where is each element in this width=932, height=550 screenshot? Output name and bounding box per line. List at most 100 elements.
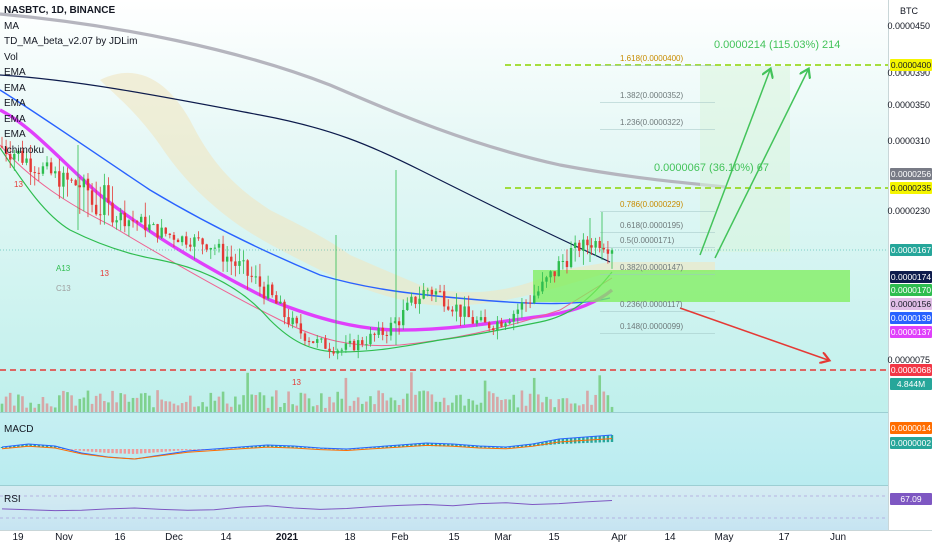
target-small-label: 0.0000067 (36.10%) 67 [654, 162, 769, 174]
price-tick: 0.0000075 [887, 355, 930, 365]
td-mark: 13 [14, 180, 23, 189]
macd-hist-bar [295, 446, 298, 448]
macd-hist-bar [483, 446, 487, 448]
x-tick-label: 14 [664, 532, 676, 543]
candle-body [365, 344, 368, 346]
macd-hist-bar [418, 443, 421, 447]
candle-body [41, 166, 45, 174]
legend-item[interactable]: Vol [4, 51, 18, 63]
macd-hist-bar [492, 446, 495, 448]
candle-body [172, 234, 176, 240]
candle-body [111, 202, 114, 223]
candle-body [131, 220, 135, 222]
candle-body [492, 328, 495, 331]
candle-body [377, 327, 380, 335]
price-tick: 0.0000450 [887, 21, 930, 31]
candle-body [230, 256, 233, 262]
volume-bar [168, 401, 172, 412]
candle-body [348, 340, 352, 344]
volume-bar [442, 397, 446, 412]
macd-hist-bar [135, 449, 139, 454]
candle-body [139, 216, 143, 223]
macd-hist-bar [54, 446, 57, 448]
legend-item[interactable]: EMA [4, 98, 26, 109]
candle-body [242, 260, 245, 262]
macd-hist-bar [438, 443, 442, 447]
symbol-title[interactable]: NASBTC, 1D, BINANCE [4, 5, 116, 16]
volume-bar [74, 405, 77, 412]
macd-pane-label: MACD [4, 424, 34, 435]
volume-bar [565, 398, 569, 412]
legend-item[interactable]: EMA [4, 67, 26, 78]
volume-bar [373, 404, 376, 412]
candle-body [299, 323, 303, 334]
volume-bar [561, 398, 565, 412]
fib-label: 0.5(0.0000171) [620, 236, 675, 245]
legend-item[interactable]: TD_MA_beta_v2.07 by JDLim [4, 36, 138, 47]
macd-hist-bar [13, 445, 16, 448]
macd-hist-bar [528, 444, 532, 447]
macd-hist-bar [250, 446, 253, 448]
volume-bar [139, 393, 143, 412]
candle-body [524, 302, 528, 304]
volume-bar [242, 395, 245, 412]
candle-body [549, 271, 552, 278]
volume-bar [283, 402, 286, 412]
candle-body [246, 260, 249, 276]
candle-body [455, 304, 458, 312]
candle-body [193, 237, 196, 247]
legend-item[interactable]: Ichimoku [4, 144, 45, 156]
macd-hist-bar [455, 444, 458, 447]
td-ma-green-line [0, 147, 613, 353]
x-tick-label: 19 [12, 532, 24, 543]
candle-body [160, 227, 163, 238]
macd-hist-bar [45, 445, 49, 448]
macd-hist-bar [275, 445, 278, 448]
candle-body [213, 247, 217, 249]
macd-hist-bar [389, 445, 393, 448]
legend-item[interactable]: EMA [4, 129, 26, 140]
candle-body [70, 179, 73, 181]
candle-body [217, 243, 221, 248]
macd-hist-bar [487, 446, 491, 448]
volume-bar [467, 398, 471, 412]
candle-body [168, 233, 172, 235]
volume-bar [33, 407, 37, 412]
volume-bar [143, 392, 147, 412]
candle-body [487, 322, 491, 329]
volume-bar [569, 403, 573, 412]
fib-label: 0.148(0.0000099) [620, 322, 684, 331]
macd-hist-bar [385, 445, 389, 448]
volume-bar [90, 403, 94, 412]
candle-body [225, 256, 229, 262]
volume-bar [299, 392, 303, 412]
candle-body [508, 321, 511, 324]
macd-hist-bar [287, 445, 290, 448]
candle-body [90, 190, 94, 205]
legend-item[interactable]: EMA [4, 82, 26, 94]
td-mark: 13 [292, 378, 301, 387]
legend-item[interactable]: EMA [4, 113, 26, 125]
volume-bar [266, 407, 270, 412]
macd-hist-bar [189, 449, 192, 450]
macd-tag: 0.0000014 [890, 422, 932, 434]
candle-body [49, 162, 53, 174]
volume-bar [602, 391, 606, 412]
legend-item[interactable]: MA [4, 20, 19, 32]
x-tick-label: Jun [829, 532, 847, 543]
candle-body [332, 351, 335, 354]
macd-hist-bar [242, 446, 245, 448]
candle-body [606, 249, 610, 254]
volume-bar [78, 398, 82, 412]
volume-bar [98, 393, 102, 412]
arrow-down [679, 307, 828, 360]
candle-body [422, 290, 425, 299]
candle-body [45, 162, 49, 167]
volume-bars [0, 372, 614, 412]
volume-bar [483, 380, 487, 412]
price-tag: 0.0000137 [890, 326, 932, 338]
arrow-up-2 [714, 70, 808, 259]
volume-bar [422, 390, 425, 412]
macd-hist-bar [156, 449, 159, 453]
